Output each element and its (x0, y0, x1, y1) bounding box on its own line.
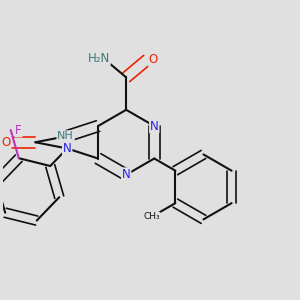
Text: N: N (63, 142, 72, 155)
Text: H₂N: H₂N (88, 52, 110, 64)
Text: N: N (122, 168, 130, 181)
Text: F: F (15, 124, 22, 136)
Text: O: O (149, 53, 158, 66)
Text: O: O (2, 136, 11, 149)
Text: CH₃: CH₃ (143, 212, 160, 221)
Text: NH: NH (57, 131, 74, 141)
Text: N: N (150, 119, 159, 133)
